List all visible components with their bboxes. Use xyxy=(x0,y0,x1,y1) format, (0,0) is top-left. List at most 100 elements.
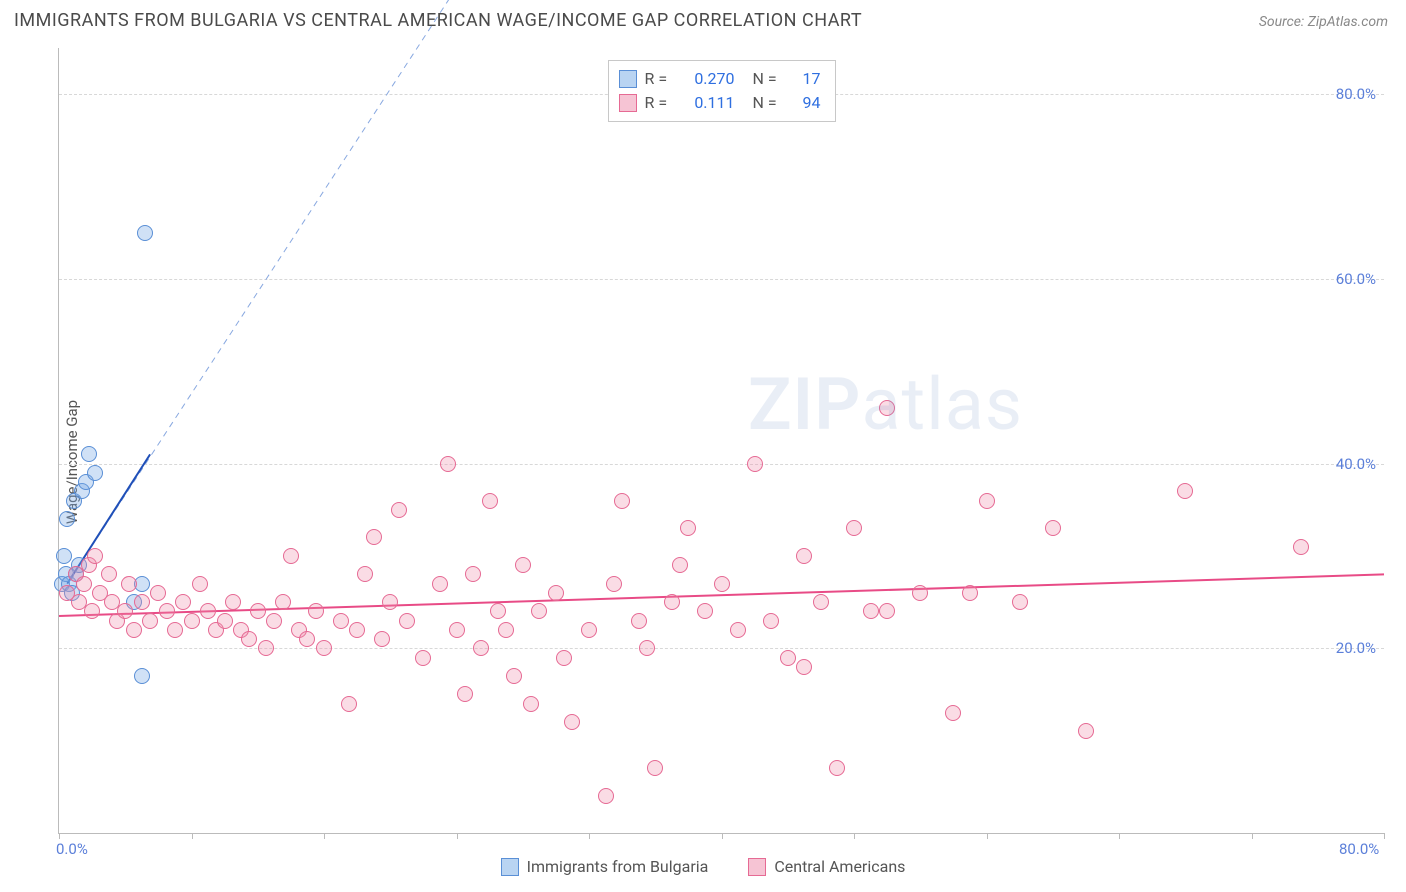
data-point-bulgaria xyxy=(56,548,72,564)
data-point-central xyxy=(564,714,580,730)
swatch-bulgaria xyxy=(619,70,637,88)
data-point-central xyxy=(76,576,92,592)
data-point-central xyxy=(357,566,373,582)
data-point-central xyxy=(846,520,862,536)
data-point-central xyxy=(548,585,564,601)
data-point-central xyxy=(200,603,216,619)
data-point-central xyxy=(457,686,473,702)
data-point-central xyxy=(912,585,928,601)
x-axis-min-label: 0.0% xyxy=(56,840,88,858)
data-point-central xyxy=(258,640,274,656)
data-point-central xyxy=(796,659,812,675)
data-point-central xyxy=(1012,594,1028,610)
data-point-central xyxy=(796,548,812,564)
data-point-central xyxy=(614,493,630,509)
data-point-central xyxy=(979,493,995,509)
data-point-central xyxy=(473,640,489,656)
data-point-central xyxy=(134,594,150,610)
data-point-central xyxy=(780,650,796,666)
plot-area: R = 0.270 N = 17 R = 0.111 N = 94 ZIPatl… xyxy=(58,48,1384,834)
data-point-central xyxy=(217,613,233,629)
data-point-central xyxy=(449,622,465,638)
data-point-central xyxy=(117,603,133,619)
x-tick-mark xyxy=(59,833,60,839)
data-point-central xyxy=(680,520,696,536)
n-label: N = xyxy=(753,67,783,91)
data-point-central xyxy=(121,576,137,592)
legend-top-box: R = 0.270 N = 17 R = 0.111 N = 94 xyxy=(608,60,836,122)
data-point-central xyxy=(515,557,531,573)
data-point-central xyxy=(399,613,415,629)
data-point-central xyxy=(225,594,241,610)
trend-lines-svg xyxy=(59,48,1384,833)
data-point-bulgaria xyxy=(134,668,150,684)
data-point-central xyxy=(945,705,961,721)
data-point-central xyxy=(639,640,655,656)
data-point-central xyxy=(283,548,299,564)
swatch-bulgaria xyxy=(501,858,519,876)
data-point-central xyxy=(531,603,547,619)
legend-item-central: Central Americans xyxy=(748,857,905,876)
y-tick-label: 20.0% xyxy=(1336,639,1376,657)
legend-label-central: Central Americans xyxy=(774,857,905,876)
data-point-central xyxy=(175,594,191,610)
x-tick-mark xyxy=(457,833,458,839)
r-label: R = xyxy=(645,67,677,91)
data-point-central xyxy=(299,631,315,647)
x-tick-mark xyxy=(192,833,193,839)
x-tick-mark xyxy=(854,833,855,839)
data-point-central xyxy=(498,622,514,638)
data-point-central xyxy=(1293,539,1309,555)
y-tick-label: 80.0% xyxy=(1336,85,1376,103)
data-point-central xyxy=(316,640,332,656)
source-attribution: Source: ZipAtlas.com xyxy=(1259,14,1388,30)
data-point-central xyxy=(415,650,431,666)
data-point-central xyxy=(275,594,291,610)
data-point-central xyxy=(440,456,456,472)
data-point-central xyxy=(192,576,208,592)
legend-label-bulgaria: Immigrants from Bulgaria xyxy=(527,857,709,876)
data-point-central xyxy=(747,456,763,472)
x-tick-mark xyxy=(722,833,723,839)
data-point-central xyxy=(962,585,978,601)
legend-row-bulgaria: R = 0.270 N = 17 xyxy=(619,67,821,91)
data-point-central xyxy=(184,613,200,629)
data-point-central xyxy=(374,631,390,647)
data-point-central xyxy=(631,613,647,629)
data-point-central xyxy=(159,603,175,619)
x-tick-mark xyxy=(987,833,988,839)
data-point-central xyxy=(672,557,688,573)
chart-title: IMMIGRANTS FROM BULGARIA VS CENTRAL AMER… xyxy=(14,10,862,31)
data-point-central xyxy=(126,622,142,638)
legend-bottom: Immigrants from Bulgaria Central America… xyxy=(14,857,1392,876)
data-point-central xyxy=(391,502,407,518)
n-label: N = xyxy=(753,91,783,115)
data-point-central xyxy=(829,760,845,776)
data-point-central xyxy=(490,603,506,619)
data-point-central xyxy=(366,529,382,545)
x-axis-max-label: 80.0% xyxy=(1339,840,1379,858)
data-point-central xyxy=(606,576,622,592)
swatch-central xyxy=(748,858,766,876)
data-point-central xyxy=(581,622,597,638)
data-point-central xyxy=(250,603,266,619)
r-label: R = xyxy=(645,91,677,115)
data-point-central xyxy=(813,594,829,610)
data-point-central xyxy=(1078,723,1094,739)
data-point-central xyxy=(879,603,895,619)
data-point-bulgaria xyxy=(87,465,103,481)
data-point-central xyxy=(714,576,730,592)
data-point-central xyxy=(523,696,539,712)
data-point-central xyxy=(647,760,663,776)
data-point-central xyxy=(730,622,746,638)
data-point-central xyxy=(341,696,357,712)
data-point-central xyxy=(556,650,572,666)
r-value-central: 0.111 xyxy=(685,91,735,115)
data-point-central xyxy=(150,585,166,601)
data-point-central xyxy=(1177,483,1193,499)
data-point-central xyxy=(506,668,522,684)
data-point-central xyxy=(432,576,448,592)
data-point-central xyxy=(142,613,158,629)
data-point-central xyxy=(1045,520,1061,536)
data-point-bulgaria xyxy=(137,225,153,241)
